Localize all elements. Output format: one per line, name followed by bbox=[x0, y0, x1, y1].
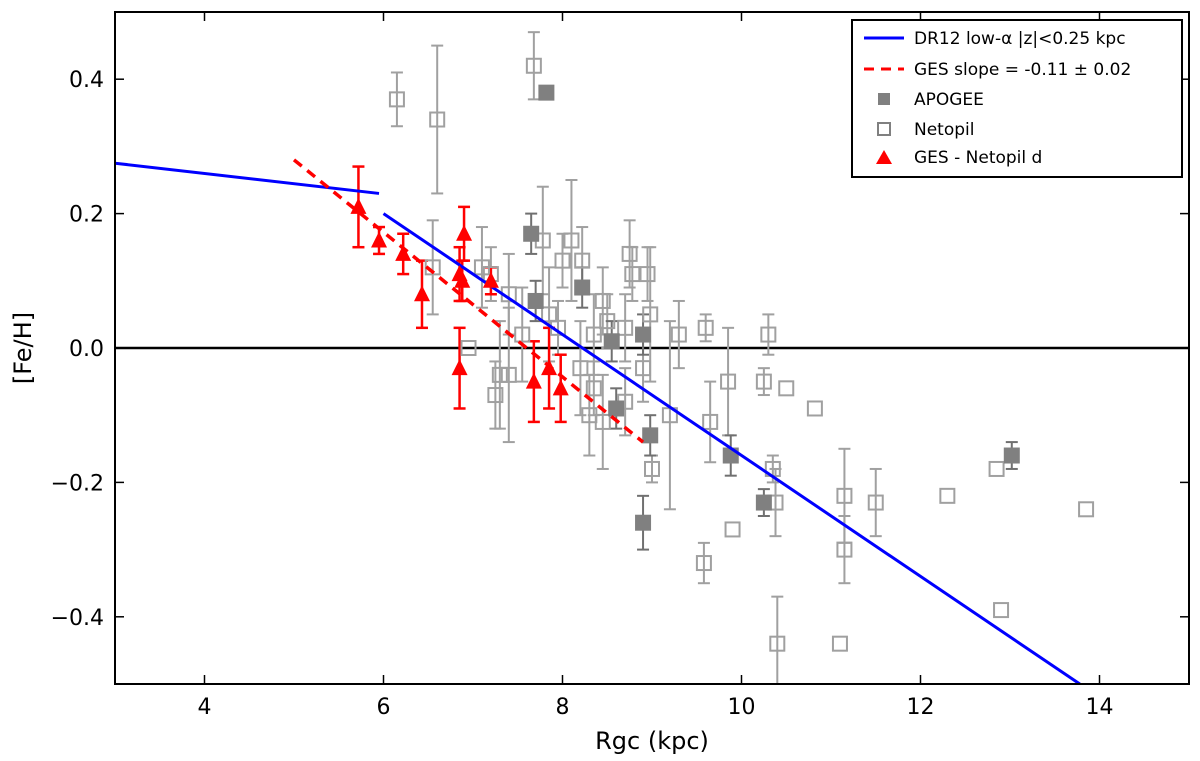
y-tick-label: −0.4 bbox=[51, 606, 104, 631]
netopil-point bbox=[635, 360, 652, 377]
netopil-point bbox=[574, 252, 591, 269]
netopil-point bbox=[585, 380, 602, 397]
netopil-point bbox=[836, 487, 853, 504]
netopil-point bbox=[670, 326, 687, 343]
netopil-point bbox=[755, 373, 772, 390]
ges-point bbox=[413, 285, 430, 302]
netopil-point bbox=[724, 521, 741, 538]
ges-point bbox=[371, 231, 388, 248]
netopil-point bbox=[554, 252, 571, 269]
ges-point bbox=[350, 197, 367, 214]
y-axis-label: [Fe/H] bbox=[9, 312, 37, 384]
netopil-point bbox=[867, 494, 884, 511]
netopil-point bbox=[500, 366, 517, 383]
dr12-trend-line-outer bbox=[382, 212, 1081, 684]
legend-ges-triangle-icon bbox=[876, 150, 892, 164]
y-tick-label: 0.4 bbox=[69, 68, 104, 93]
ges-slope-line bbox=[292, 158, 645, 444]
legend-apogee-square-icon bbox=[878, 93, 890, 105]
netopil-point bbox=[514, 326, 531, 343]
apogee-point bbox=[527, 292, 544, 309]
netopil-point bbox=[695, 555, 712, 572]
x-tick-label: 12 bbox=[907, 695, 935, 720]
netopil-point bbox=[642, 306, 659, 323]
netopil-point bbox=[831, 635, 848, 652]
netopil-point bbox=[460, 340, 477, 356]
legend-netopil-open-square-icon bbox=[877, 122, 891, 136]
apogee-point bbox=[603, 333, 620, 350]
netopil-point bbox=[491, 366, 508, 383]
netopil-point bbox=[769, 635, 786, 652]
apogee-point bbox=[642, 427, 659, 444]
legend-box bbox=[851, 19, 1183, 178]
legend: DR12 low-α |z|<0.25 kpc GES slope = -0.1… bbox=[851, 19, 1183, 178]
netopil-point bbox=[572, 360, 589, 377]
ges-point bbox=[541, 359, 558, 376]
y-tick-label: 0.0 bbox=[69, 337, 104, 362]
apogee-point bbox=[755, 494, 772, 511]
netopil-point bbox=[836, 541, 853, 558]
netopil-point bbox=[697, 319, 714, 336]
netopil-point bbox=[388, 91, 405, 108]
apogee-point bbox=[635, 514, 652, 531]
netopil-point bbox=[993, 602, 1010, 619]
legend-label-ges-slope: GES slope = -0.11 ± 0.02 bbox=[914, 60, 1131, 80]
legend-label-ges-netopil: GES - Netopil d bbox=[914, 148, 1042, 168]
apogee-point bbox=[523, 225, 540, 242]
netopil-point bbox=[563, 232, 580, 249]
netopil-point bbox=[988, 460, 1005, 477]
ges-point bbox=[395, 244, 412, 261]
x-axis-label: Rgc (kpc) bbox=[595, 727, 709, 755]
apogee-series bbox=[523, 84, 1020, 531]
x-tick-label: 14 bbox=[1086, 695, 1114, 720]
x-tick-label: 6 bbox=[377, 695, 391, 720]
netopil-point bbox=[624, 266, 641, 283]
netopil-point bbox=[617, 319, 634, 336]
netopil-series bbox=[388, 57, 1095, 652]
apogee-point bbox=[608, 400, 625, 417]
apogee-point bbox=[538, 84, 555, 101]
apogee-point bbox=[574, 279, 591, 296]
x-tick-label: 4 bbox=[198, 695, 212, 720]
netopil-point bbox=[621, 245, 638, 262]
ges-point bbox=[451, 359, 468, 376]
netopil-point bbox=[585, 326, 602, 343]
legend-label-apogee: APOGEE bbox=[914, 90, 984, 110]
netopil-point bbox=[778, 380, 795, 397]
netopil-point bbox=[525, 57, 542, 74]
netopil-point bbox=[702, 413, 719, 430]
netopil-point bbox=[760, 326, 777, 343]
x-tick-label: 8 bbox=[556, 695, 570, 720]
netopil-point bbox=[429, 111, 446, 128]
netopil-point bbox=[594, 292, 611, 309]
ges-point bbox=[482, 271, 499, 288]
fit-lines-layer bbox=[115, 158, 1081, 684]
apogee-point bbox=[635, 326, 652, 343]
y-tick-label: 0.2 bbox=[69, 203, 104, 228]
x-tick-label: 10 bbox=[728, 695, 756, 720]
legend-label-dr12: DR12 low-α |z|<0.25 kpc bbox=[914, 29, 1126, 49]
netopil-point bbox=[939, 487, 956, 504]
apogee-point bbox=[1003, 447, 1020, 464]
netopil-point bbox=[644, 460, 660, 477]
netopil-point bbox=[1078, 501, 1095, 518]
netopil-point bbox=[487, 387, 504, 404]
ges-point bbox=[525, 372, 542, 389]
ges-point bbox=[456, 224, 473, 241]
netopil-point bbox=[639, 266, 656, 283]
y-tick-label: −0.2 bbox=[51, 471, 104, 496]
axis-ticks: 4 6 8 10 12 14 −0.4 −0.2 0.0 0.2 0.4 bbox=[51, 12, 1189, 720]
netopil-point bbox=[541, 306, 558, 323]
ges-series bbox=[350, 197, 569, 396]
dr12-trend-line-inner bbox=[115, 161, 380, 195]
netopil-point bbox=[599, 313, 616, 330]
ges-point bbox=[454, 271, 471, 288]
ges-point bbox=[552, 379, 569, 396]
legend-label-netopil: Netopil bbox=[914, 120, 974, 140]
netopil-point bbox=[806, 400, 823, 417]
netopil-point bbox=[594, 413, 611, 430]
netopil-point bbox=[720, 373, 737, 390]
